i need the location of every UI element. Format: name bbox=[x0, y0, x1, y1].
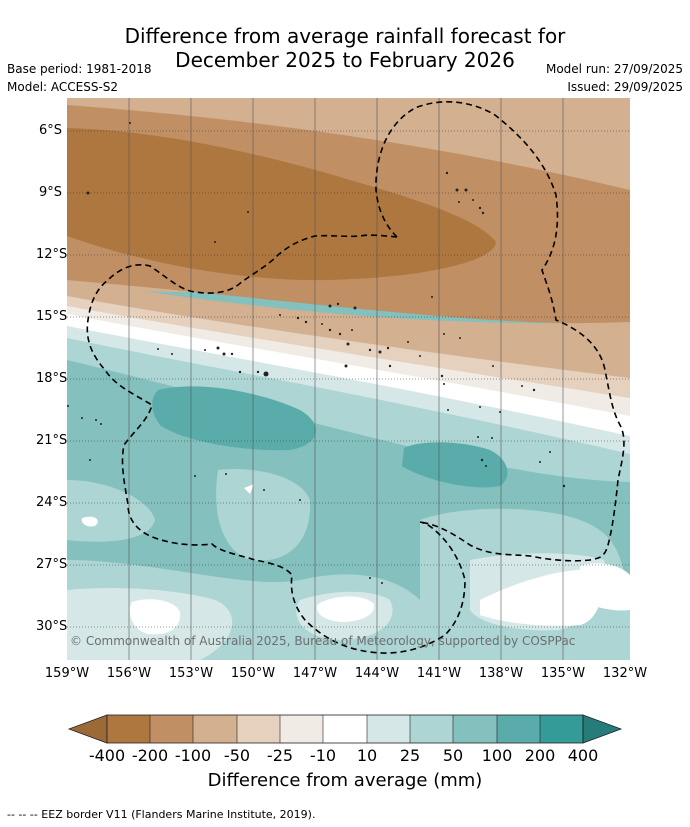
lon-label: 159°W bbox=[44, 666, 90, 681]
title-line-1: Difference from average rainfall forecas… bbox=[124, 24, 566, 48]
lon-label: 135°W bbox=[540, 666, 586, 681]
colorbar-cell bbox=[410, 715, 453, 743]
colorbar-cell bbox=[237, 715, 280, 743]
colorbar-tick-label: -10 bbox=[309, 746, 337, 765]
colorbar-tick-label: 400 bbox=[567, 746, 599, 765]
colorbar-cell bbox=[107, 715, 150, 743]
colorbar-tick-label: -400 bbox=[88, 746, 126, 765]
islands bbox=[67, 122, 566, 584]
lon-label: 156°W bbox=[106, 666, 152, 681]
rainfall-anomaly-field bbox=[67, 98, 630, 660]
lon-label: 153°W bbox=[168, 666, 214, 681]
lat-label: 24°S bbox=[36, 495, 68, 510]
meta-left: Base period: 1981-2018 Model: ACCESS-S2 bbox=[7, 60, 152, 96]
colorbar-title: Difference from average (mm) bbox=[207, 770, 483, 791]
colorbar-extend-high bbox=[582, 714, 623, 744]
lat-label: 30°S bbox=[36, 619, 68, 634]
colorbar-tick-label: 200 bbox=[524, 746, 556, 765]
blob-pos-100-200-east bbox=[402, 442, 508, 488]
blob-pos-100-200-west bbox=[152, 386, 317, 451]
band-neg-400-200 bbox=[67, 128, 496, 281]
colorbar-cell bbox=[540, 715, 583, 743]
latitude-gridlines bbox=[67, 130, 630, 628]
colorbar-cell bbox=[453, 715, 497, 743]
meta-right: Model run: 27/09/2025 Issued: 29/09/2025 bbox=[546, 60, 683, 96]
model-run: Model run: 27/09/2025 bbox=[545, 62, 683, 76]
colorbar-tick-label: -100 bbox=[174, 746, 212, 765]
lon-label: 144°W bbox=[354, 666, 400, 681]
colorbar-extend-low bbox=[67, 714, 108, 744]
colorbar-cell bbox=[367, 715, 410, 743]
lon-label: 141°W bbox=[416, 666, 462, 681]
lat-label: 21°S bbox=[36, 433, 68, 448]
colorbar-tick-label: 50 bbox=[442, 746, 464, 765]
colorbar-cell bbox=[150, 715, 193, 743]
eez-borders bbox=[86, 101, 625, 654]
lat-label: 6°S bbox=[38, 123, 62, 138]
model-name: Model: ACCESS-S2 bbox=[7, 80, 119, 94]
lon-label: 147°W bbox=[292, 666, 338, 681]
lat-label: 15°S bbox=[36, 309, 68, 324]
colorbar-tick-label: 100 bbox=[481, 746, 513, 765]
colorbar-cell bbox=[497, 715, 540, 743]
colorbar bbox=[67, 714, 623, 744]
colorbar-cell bbox=[193, 715, 237, 743]
colorbar-tick-label: 25 bbox=[399, 746, 421, 765]
colorbar-cell bbox=[280, 715, 323, 743]
colorbar-tick-label: -50 bbox=[223, 746, 251, 765]
lat-label: 27°S bbox=[36, 557, 68, 572]
eez-legend-note: -- -- -- EEZ border V11 (Flanders Marine… bbox=[7, 808, 316, 821]
longitude-gridlines bbox=[128, 98, 564, 660]
colorbar-tick-label: -200 bbox=[131, 746, 169, 765]
colorbar-tick-label: 10 bbox=[356, 746, 378, 765]
lat-label: 12°S bbox=[36, 247, 68, 262]
chart-title: Difference from average rainfall forecas… bbox=[0, 24, 690, 72]
colorbar-cell bbox=[323, 715, 367, 743]
lon-label: 132°W bbox=[602, 666, 648, 681]
lat-label: 9°S bbox=[38, 185, 62, 200]
title-line-2: December 2025 to February 2026 bbox=[175, 48, 515, 72]
base-period: Base period: 1981-2018 bbox=[7, 62, 152, 76]
copyright-notice: © Commonwealth of Australia 2025, Bureau… bbox=[70, 634, 576, 648]
issued-date: Issued: 29/09/2025 bbox=[567, 80, 683, 94]
lat-label: 18°S bbox=[36, 371, 68, 386]
lon-label: 150°W bbox=[230, 666, 276, 681]
colorbar-tick-label: -25 bbox=[266, 746, 294, 765]
lon-label: 138°W bbox=[478, 666, 524, 681]
